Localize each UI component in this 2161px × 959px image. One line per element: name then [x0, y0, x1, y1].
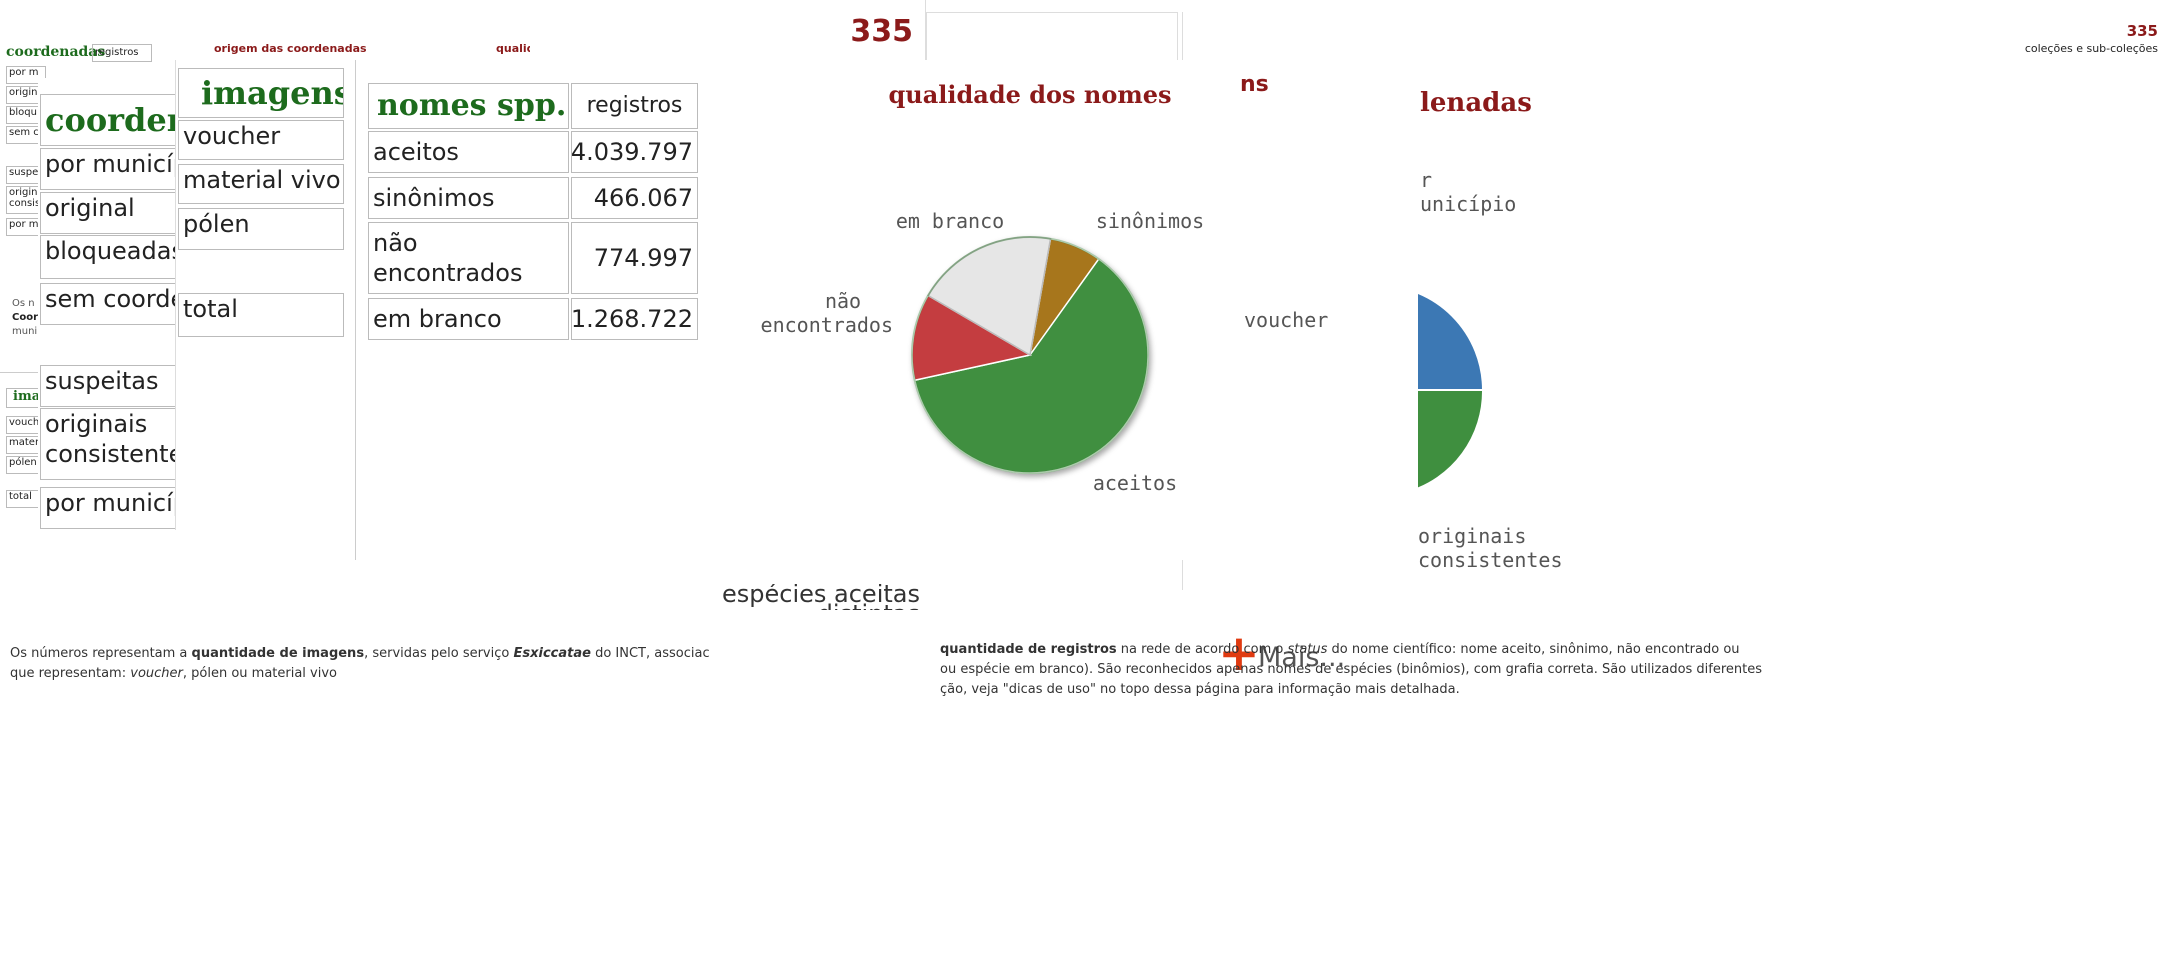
slices [911, 236, 1149, 474]
row-cell: voucher [178, 120, 344, 160]
count: 335 [850, 14, 913, 49]
note-part: quantidade de registros [940, 642, 1117, 657]
right-title-a: ns [1240, 72, 1269, 97]
slice-label: não encontrados [761, 289, 893, 337]
back-header2: registros [92, 44, 152, 62]
row-cell: aceitos [368, 131, 569, 173]
slice-labels: aceitos sinônimos não encontrados em branco [761, 209, 1205, 495]
note-part: do nome científico: nome aceito, sinônim… [1327, 642, 1740, 657]
note-line: ção, veja "dicas de uso" no topo dessa p… [940, 680, 2161, 700]
plus-icon[interactable]: + [1218, 624, 1260, 682]
more-link[interactable]: Mais... [1258, 642, 1346, 673]
chart-title: qualidade dos nomes [888, 80, 1171, 109]
row-cell: 1.268.722 [571, 298, 698, 340]
row-cell: bloqueadas [40, 235, 178, 279]
note-part: do INCT, associac [590, 646, 710, 661]
row-cell: original [40, 192, 178, 234]
back-right-panel [926, 12, 1178, 61]
row-cell: suspeitas [40, 365, 178, 407]
right-count: 335 [2126, 22, 2158, 40]
back-col-origin: origem das coordenadas [214, 42, 367, 55]
row-cell: em branco [368, 298, 569, 340]
note-part: status [1287, 642, 1328, 657]
note-part: ção, veja "dicas de uso" no topo dessa p… [940, 682, 1460, 697]
back-note-2: Coor [12, 312, 39, 323]
note-part: ou espécie em branco). São reconhecidos … [940, 662, 1763, 677]
row-cell: por m [6, 66, 46, 84]
back-header: coordenadas [6, 44, 106, 60]
row-cell: por municíp [40, 148, 178, 190]
images-panel: imagens voucher material vivo pólen total [175, 60, 358, 530]
coord-title: coorden [40, 94, 178, 146]
row-cell: total [178, 293, 344, 337]
note-part: , servidas pelo serviço [364, 646, 514, 661]
note-part: que representam: [10, 666, 131, 681]
right-label-voucher: voucher [1244, 308, 1329, 332]
back-note-1: Os n [12, 298, 35, 309]
images-note: Os números representam a quantidade de i… [10, 644, 910, 684]
note-part: , pólen ou material vivo [182, 666, 337, 681]
right-title-b: lenadas [1420, 88, 1532, 118]
pie-chart: qualidade dos nomes aceitos sinônimos não e… [761, 80, 1205, 495]
note-line: Os números representam a quantidade de i… [10, 644, 910, 664]
note-line: quantidade de registros na rede de acord… [940, 640, 2161, 660]
coord-panel: coorden por municíp original bloqueadas sem… [38, 78, 178, 533]
row-cell: sem coorde [40, 283, 178, 325]
slice-label: sinônimos [1096, 209, 1204, 233]
names-note: quantidade de registros na rede de acord… [940, 640, 2161, 700]
mid-right-panel: ns voucher [1230, 60, 1418, 560]
back-col-quality: qualid [496, 42, 530, 55]
partial-pie [1418, 291, 1485, 490]
back-note-3: muni [12, 326, 38, 337]
right-label-municipio: r unicípio [1420, 168, 1517, 216]
pie-slice-green [1418, 389, 1485, 490]
right-label-consistentes: originais consistentes [1418, 524, 1563, 572]
right-count-label: coleções e sub-coleções [2024, 42, 2158, 55]
count-panel: 335 [530, 0, 926, 60]
row-cell: material vivo [178, 164, 344, 204]
species-caption: espécies aceitas distintas [722, 584, 920, 610]
note-part: Os números representam a [10, 646, 192, 661]
table-header: nomes spp. [368, 83, 569, 129]
row-cell: 4.039.797 [571, 131, 698, 173]
images-title: imagens [178, 68, 344, 118]
note-line: ou espécie em branco). São reconhecidos … [940, 660, 2161, 680]
pie-slice-blue [1418, 291, 1485, 391]
row-cell: não encontrados [368, 222, 569, 294]
note-line: que representam: voucher, pólen ou mater… [10, 664, 910, 684]
slice-label: aceitos [1093, 471, 1177, 495]
coord-chart-panel: lenadas r unicípio [1418, 60, 1560, 590]
row-cell: sinônimos [368, 177, 569, 219]
note-part: na rede de acordo com o [1116, 642, 1288, 657]
row-cell: 774.997 [571, 222, 698, 294]
note-part: Esxiccatae [513, 646, 591, 661]
note-part: quantidade de imagens [191, 646, 365, 661]
slice-label: em branco [896, 209, 1004, 233]
row-cell: 466.067 [571, 177, 698, 219]
pie-rim [911, 236, 1149, 474]
row-cell: pólen [178, 208, 344, 250]
table-header: registros [571, 83, 698, 129]
row-cell: originais consistente [40, 408, 178, 480]
note-part: voucher [130, 666, 183, 681]
row-cell: por municíp [40, 487, 178, 529]
